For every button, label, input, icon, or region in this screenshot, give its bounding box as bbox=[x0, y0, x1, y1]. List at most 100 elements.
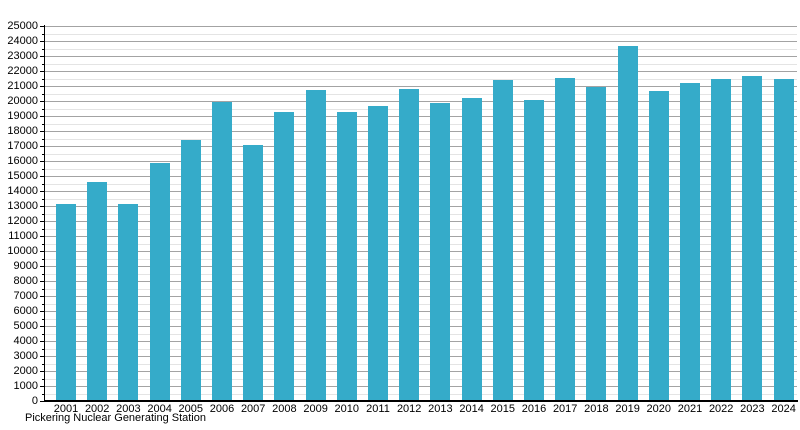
major-gridline bbox=[45, 191, 797, 192]
bar-2005 bbox=[180, 140, 201, 401]
y-major-tick bbox=[40, 176, 45, 177]
y-minor-tick bbox=[42, 393, 45, 395]
y-major-tick bbox=[40, 371, 45, 372]
bar-2015 bbox=[492, 80, 513, 401]
y-major-tick bbox=[40, 161, 45, 162]
major-gridline bbox=[45, 26, 797, 27]
major-gridline bbox=[45, 146, 797, 147]
y-tick-label-3000: 3000 bbox=[13, 350, 38, 362]
y-major-tick bbox=[40, 251, 45, 252]
minor-gridline bbox=[45, 213, 797, 215]
minor-gridline bbox=[45, 183, 797, 185]
y-minor-tick bbox=[42, 198, 45, 200]
bar-2019 bbox=[617, 45, 638, 401]
x-tick-label-2021: 2021 bbox=[677, 403, 703, 415]
y-minor-tick bbox=[42, 213, 45, 215]
minor-gridline bbox=[45, 108, 797, 110]
y-minor-tick bbox=[42, 48, 45, 50]
y-major-tick bbox=[40, 266, 45, 267]
y-minor-tick bbox=[42, 153, 45, 155]
bar-2014 bbox=[461, 98, 482, 401]
x-tick-label-2007: 2007 bbox=[240, 403, 266, 415]
minor-gridline bbox=[45, 198, 797, 200]
minor-gridline bbox=[45, 318, 797, 320]
minor-gridline bbox=[45, 273, 797, 275]
major-gridline bbox=[45, 251, 797, 252]
bar-2008 bbox=[274, 111, 295, 401]
y-tick-label-23000: 23000 bbox=[7, 50, 38, 62]
bar-2010 bbox=[336, 111, 357, 401]
bar-2007 bbox=[243, 144, 264, 401]
y-tick-label-9000: 9000 bbox=[13, 260, 38, 272]
x-tick-label-2006: 2006 bbox=[209, 403, 235, 415]
minor-gridline bbox=[45, 363, 797, 365]
major-gridline bbox=[45, 386, 797, 387]
major-gridline bbox=[45, 356, 797, 357]
y-minor-tick bbox=[42, 138, 45, 140]
x-tick-label-2012: 2012 bbox=[396, 403, 422, 415]
minor-gridline bbox=[45, 243, 797, 245]
y-tick-label-10000: 10000 bbox=[7, 245, 38, 257]
y-major-tick bbox=[40, 101, 45, 102]
major-gridline bbox=[45, 236, 797, 237]
bar-2021 bbox=[680, 83, 700, 401]
y-minor-tick bbox=[42, 258, 45, 260]
bar-2002 bbox=[87, 182, 108, 401]
minor-gridline bbox=[45, 348, 797, 350]
y-minor-tick bbox=[42, 378, 45, 380]
bar-2024 bbox=[773, 78, 794, 401]
bar-2003 bbox=[118, 203, 139, 401]
x-tick-label-2010: 2010 bbox=[334, 403, 360, 415]
y-major-tick bbox=[40, 116, 45, 117]
bar-2012 bbox=[399, 89, 420, 401]
y-tick-label-25000: 25000 bbox=[7, 20, 38, 32]
bar-2004 bbox=[149, 162, 170, 401]
minor-gridline bbox=[45, 78, 797, 80]
y-major-tick bbox=[40, 341, 45, 342]
x-tick-label-2008: 2008 bbox=[272, 403, 297, 415]
x-tick-label-2017: 2017 bbox=[552, 403, 578, 415]
y-major-tick bbox=[40, 146, 45, 147]
minor-gridline bbox=[45, 153, 797, 155]
bar-2023 bbox=[742, 75, 763, 401]
y-major-tick bbox=[40, 401, 45, 402]
major-gridline bbox=[45, 41, 797, 42]
x-tick-label-2024: 2024 bbox=[771, 403, 796, 415]
x-tick-label-2023: 2023 bbox=[740, 403, 765, 415]
y-tick-label-7000: 7000 bbox=[13, 290, 38, 302]
y-tick-label-5000: 5000 bbox=[13, 320, 38, 332]
major-gridline bbox=[45, 296, 797, 297]
y-minor-tick bbox=[42, 348, 45, 350]
y-minor-tick bbox=[42, 243, 45, 245]
y-major-tick bbox=[40, 311, 45, 312]
y-tick-label-20000: 20000 bbox=[7, 95, 38, 107]
x-tick-label-2016: 2016 bbox=[521, 403, 547, 415]
bar-2018 bbox=[586, 86, 607, 401]
y-tick-label-0: 0 bbox=[31, 395, 38, 407]
y-tick-label-11000: 11000 bbox=[8, 230, 38, 242]
y-major-tick bbox=[40, 281, 45, 282]
y-minor-tick bbox=[42, 288, 45, 290]
y-minor-tick bbox=[42, 333, 45, 335]
minor-gridline bbox=[45, 168, 797, 170]
major-gridline bbox=[45, 311, 797, 312]
y-minor-tick bbox=[42, 168, 45, 170]
y-major-tick bbox=[40, 131, 45, 132]
y-major-tick bbox=[40, 56, 45, 57]
y-major-tick bbox=[40, 221, 45, 222]
x-tick-label-2001: 2001 bbox=[53, 403, 79, 415]
major-gridline bbox=[45, 71, 797, 72]
bar-2016 bbox=[524, 99, 544, 401]
y-major-tick bbox=[40, 386, 45, 387]
major-gridline bbox=[45, 161, 797, 162]
y-minor-tick bbox=[42, 78, 45, 80]
y-tick-label-4000: 4000 bbox=[13, 335, 38, 347]
y-minor-tick bbox=[42, 93, 45, 95]
x-tick-label-2011: 2011 bbox=[366, 403, 390, 415]
major-gridline bbox=[45, 86, 797, 87]
y-minor-tick bbox=[42, 183, 45, 185]
y-tick-label-15000: 15000 bbox=[7, 170, 38, 182]
x-tick-label-2018: 2018 bbox=[584, 403, 609, 415]
y-minor-tick bbox=[42, 63, 45, 65]
minor-gridline bbox=[45, 303, 797, 305]
